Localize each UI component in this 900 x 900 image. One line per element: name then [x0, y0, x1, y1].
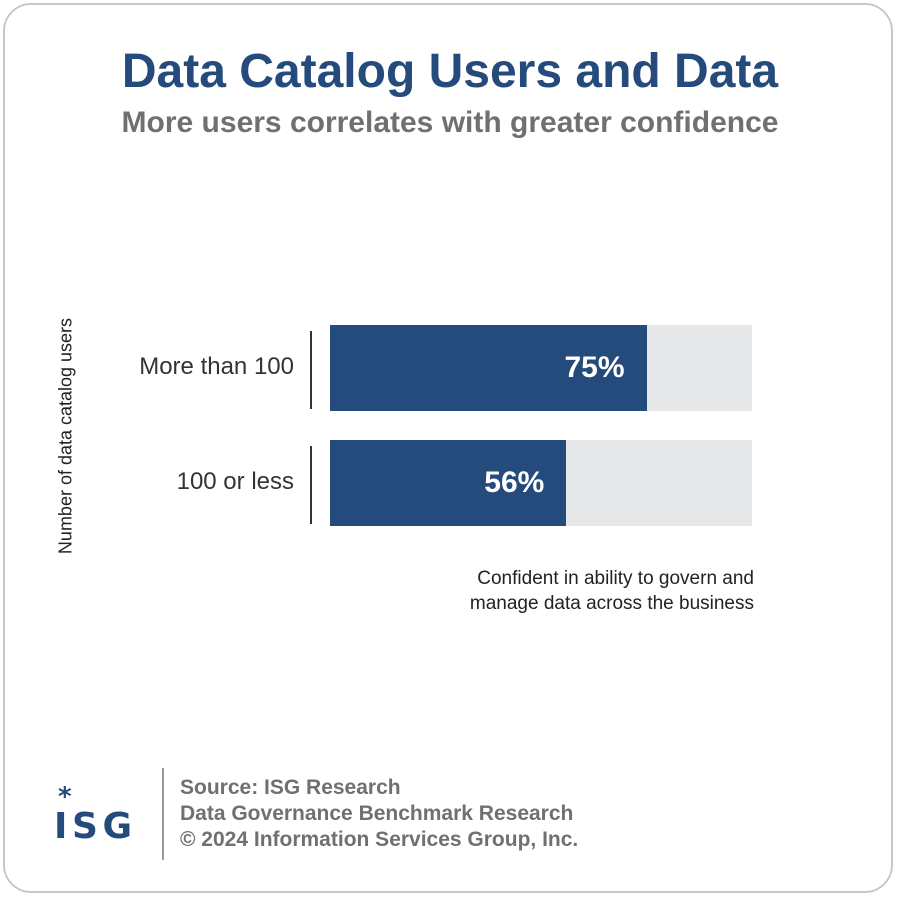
svg-text:ISG: ISG — [54, 806, 132, 843]
y-axis-label: Number of data catalog users — [55, 317, 76, 555]
footer-divider — [162, 768, 164, 860]
source-line: Data Governance Benchmark Research — [180, 802, 574, 825]
x-axis-label: Confident in ability to govern and manag… — [469, 568, 754, 614]
source-line: © 2024 Information Services Group, Inc. — [180, 828, 579, 851]
source-line: Source: ISG Research — [180, 776, 401, 799]
bar-value-label: 75% — [564, 351, 625, 384]
source-text: Source: ISG Research Data Governance Ben… — [180, 775, 578, 853]
category-tick — [310, 331, 312, 409]
category-label: 100 or less — [176, 468, 294, 495]
svg-text:*: * — [58, 783, 72, 812]
bar-track: 56% — [330, 440, 752, 526]
bar: 56% — [330, 440, 567, 526]
bar-track: 75% — [330, 325, 752, 411]
chart-title: Data Catalog Users and Data — [121, 45, 779, 98]
card-frame — [3, 3, 893, 893]
bar-value-label: 56% — [484, 466, 545, 499]
category-tick — [310, 446, 312, 524]
chart-subtitle: More users correlates with greater confi… — [121, 106, 779, 139]
isg-logo: * ISG — [54, 782, 144, 848]
category-label: More than 100 — [139, 353, 294, 380]
bar: 75% — [330, 325, 647, 411]
